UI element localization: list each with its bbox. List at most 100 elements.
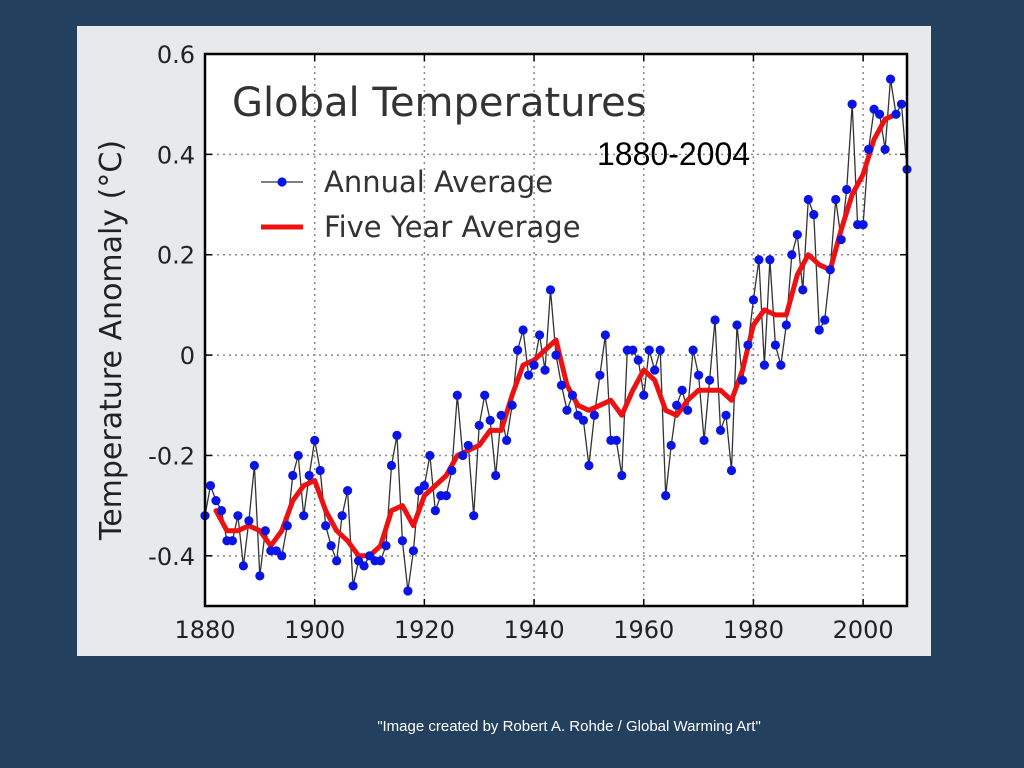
x-tick-label: 1980 xyxy=(723,616,784,644)
legend-label-annual-average: Annual Average xyxy=(324,165,553,199)
data-point-annual xyxy=(683,405,693,415)
data-point-annual xyxy=(880,144,890,154)
data-point-annual xyxy=(216,506,227,516)
data-point-annual xyxy=(628,345,638,355)
data-point-annual xyxy=(578,415,589,425)
data-point-annual xyxy=(326,541,336,551)
data-point-annual xyxy=(430,506,440,516)
data-point-annual xyxy=(260,526,270,536)
data-point-annual xyxy=(666,440,676,451)
data-point-annual xyxy=(589,410,599,420)
data-point-annual xyxy=(633,355,643,365)
data-point-annual xyxy=(595,370,605,380)
y-tick-label: 0 xyxy=(180,342,195,370)
data-point-annual xyxy=(617,470,627,481)
y-tick-label: 0.4 xyxy=(157,141,195,169)
data-point-annual xyxy=(842,184,852,195)
data-point-annual xyxy=(282,521,292,531)
data-point-annual xyxy=(458,450,468,461)
data-point-annual xyxy=(238,561,248,571)
data-point-annual xyxy=(787,250,797,260)
data-point-annual xyxy=(507,400,517,410)
data-point-annual xyxy=(644,345,654,355)
data-point-annual xyxy=(896,99,907,109)
data-point-annual xyxy=(491,470,501,481)
data-point-annual xyxy=(825,265,835,275)
data-point-annual xyxy=(513,345,523,355)
data-point-annual xyxy=(650,365,660,375)
x-tick-label: 1940 xyxy=(504,616,565,644)
data-point-annual xyxy=(885,74,896,84)
data-point-annual xyxy=(315,465,325,476)
data-point-annual xyxy=(798,285,808,295)
data-point-annual xyxy=(469,511,479,521)
data-point-annual xyxy=(337,511,347,521)
data-point-annual xyxy=(480,390,490,400)
data-point-annual xyxy=(809,209,819,220)
data-point-annual xyxy=(584,460,594,471)
y-tick-label: -0.4 xyxy=(148,543,195,571)
data-point-annual xyxy=(348,581,358,591)
data-point-annual xyxy=(288,470,298,481)
data-point-annual xyxy=(321,521,331,531)
data-point-annual xyxy=(397,536,408,546)
data-point-annual xyxy=(529,360,539,370)
data-point-annual xyxy=(765,255,775,265)
data-point-annual xyxy=(639,390,649,400)
data-point-annual xyxy=(836,235,846,245)
data-point-annual xyxy=(551,350,561,360)
plot-frame xyxy=(203,52,909,608)
data-point-annual xyxy=(244,516,254,526)
legend-marker-annual xyxy=(277,177,287,187)
data-point-annual xyxy=(715,425,726,435)
data-point-annual xyxy=(820,315,830,325)
data-point-annual xyxy=(655,345,665,355)
data-point-annual xyxy=(386,460,397,471)
data-point-annual xyxy=(704,375,715,385)
data-point-annual xyxy=(814,325,824,335)
data-point-annual xyxy=(792,230,802,240)
data-point-annual xyxy=(299,511,309,521)
slide-subtitle: 1880-2004 xyxy=(597,136,751,172)
data-point-annual xyxy=(463,440,473,451)
data-point-annual xyxy=(732,320,742,330)
data-point-annual xyxy=(803,194,813,205)
data-point-annual xyxy=(342,485,353,496)
data-point-annual xyxy=(211,496,221,506)
legend: Annual Average Five Year Average xyxy=(261,165,581,244)
data-point-annual xyxy=(726,465,737,476)
data-point-annual xyxy=(277,551,287,561)
data-point-annual xyxy=(770,340,780,350)
data-point-annual xyxy=(611,435,621,445)
data-point-annual xyxy=(496,410,506,420)
x-tick-label: 1880 xyxy=(174,616,235,644)
data-point-annual xyxy=(523,370,534,380)
data-point-annual xyxy=(205,480,216,491)
data-point-annual xyxy=(562,405,572,415)
data-point-annual xyxy=(831,194,841,205)
data-point-annual xyxy=(359,561,369,571)
data-point-annual xyxy=(293,450,303,461)
data-point-annual xyxy=(693,370,704,380)
data-point-annual xyxy=(688,345,698,355)
image-credit: "Image created by Robert A. Rohde / Glob… xyxy=(377,718,761,735)
data-point-annual xyxy=(677,385,687,395)
data-point-annual xyxy=(452,390,462,400)
data-point-annual xyxy=(381,541,391,551)
data-point-annual xyxy=(891,109,901,119)
data-point-annual xyxy=(540,365,550,375)
data-point-annual xyxy=(332,556,342,566)
data-point-annual xyxy=(310,435,320,445)
data-point-annual xyxy=(233,511,243,521)
data-point-annual xyxy=(754,255,764,265)
data-point-annual xyxy=(743,340,753,350)
data-point-annual xyxy=(748,295,759,305)
y-tick-label: 0.6 xyxy=(157,41,195,69)
data-point-annual xyxy=(699,435,709,445)
data-point-annual xyxy=(781,320,791,330)
y-tick-label: 0.2 xyxy=(157,242,195,270)
data-point-annual xyxy=(474,420,484,430)
data-point-annual xyxy=(545,285,556,295)
data-point-annual xyxy=(249,460,259,471)
